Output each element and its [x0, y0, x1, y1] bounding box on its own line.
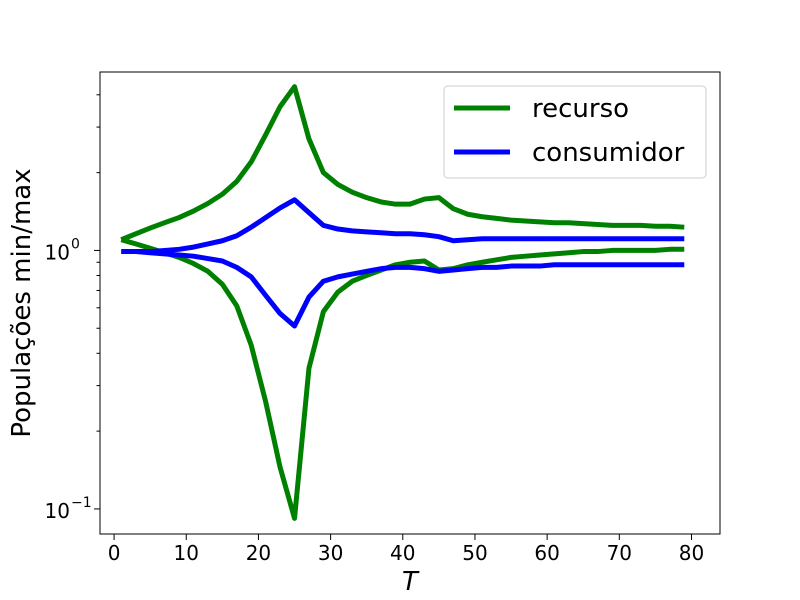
y-tick-label: 10: [45, 240, 70, 264]
x-tick-label: 50: [462, 541, 487, 565]
series-line-consumidor-min: [121, 249, 685, 329]
series-line-recurso-max: [120, 84, 685, 243]
x-tick-label: 10: [174, 541, 199, 565]
legend: recurso consumidor: [443, 85, 707, 179]
x-axis-label: T: [402, 567, 420, 597]
y-axis-label: Populações min/max: [7, 168, 37, 437]
legend-label-consumidor: consumidor: [532, 138, 685, 168]
x-tick-label: 60: [534, 541, 559, 565]
series-line-consumidor-max: [121, 197, 685, 255]
y-tick-exponent: 0: [71, 236, 80, 252]
x-tick-label: 20: [246, 541, 271, 565]
x-tick-label: 40: [390, 541, 415, 565]
x-tick-label: 80: [679, 541, 704, 565]
legend-label-recurso: recurso: [532, 94, 629, 124]
plot-frame: [99, 71, 721, 535]
x-tick-label: 0: [108, 541, 121, 565]
x-tick-label: 30: [318, 541, 343, 565]
x-tick-label: 70: [607, 541, 632, 565]
series-line-recurso-min: [120, 237, 685, 521]
series-lines: [120, 84, 685, 521]
y-tick-label: 10: [45, 499, 70, 523]
y-tick-exponent: −1: [71, 495, 92, 511]
